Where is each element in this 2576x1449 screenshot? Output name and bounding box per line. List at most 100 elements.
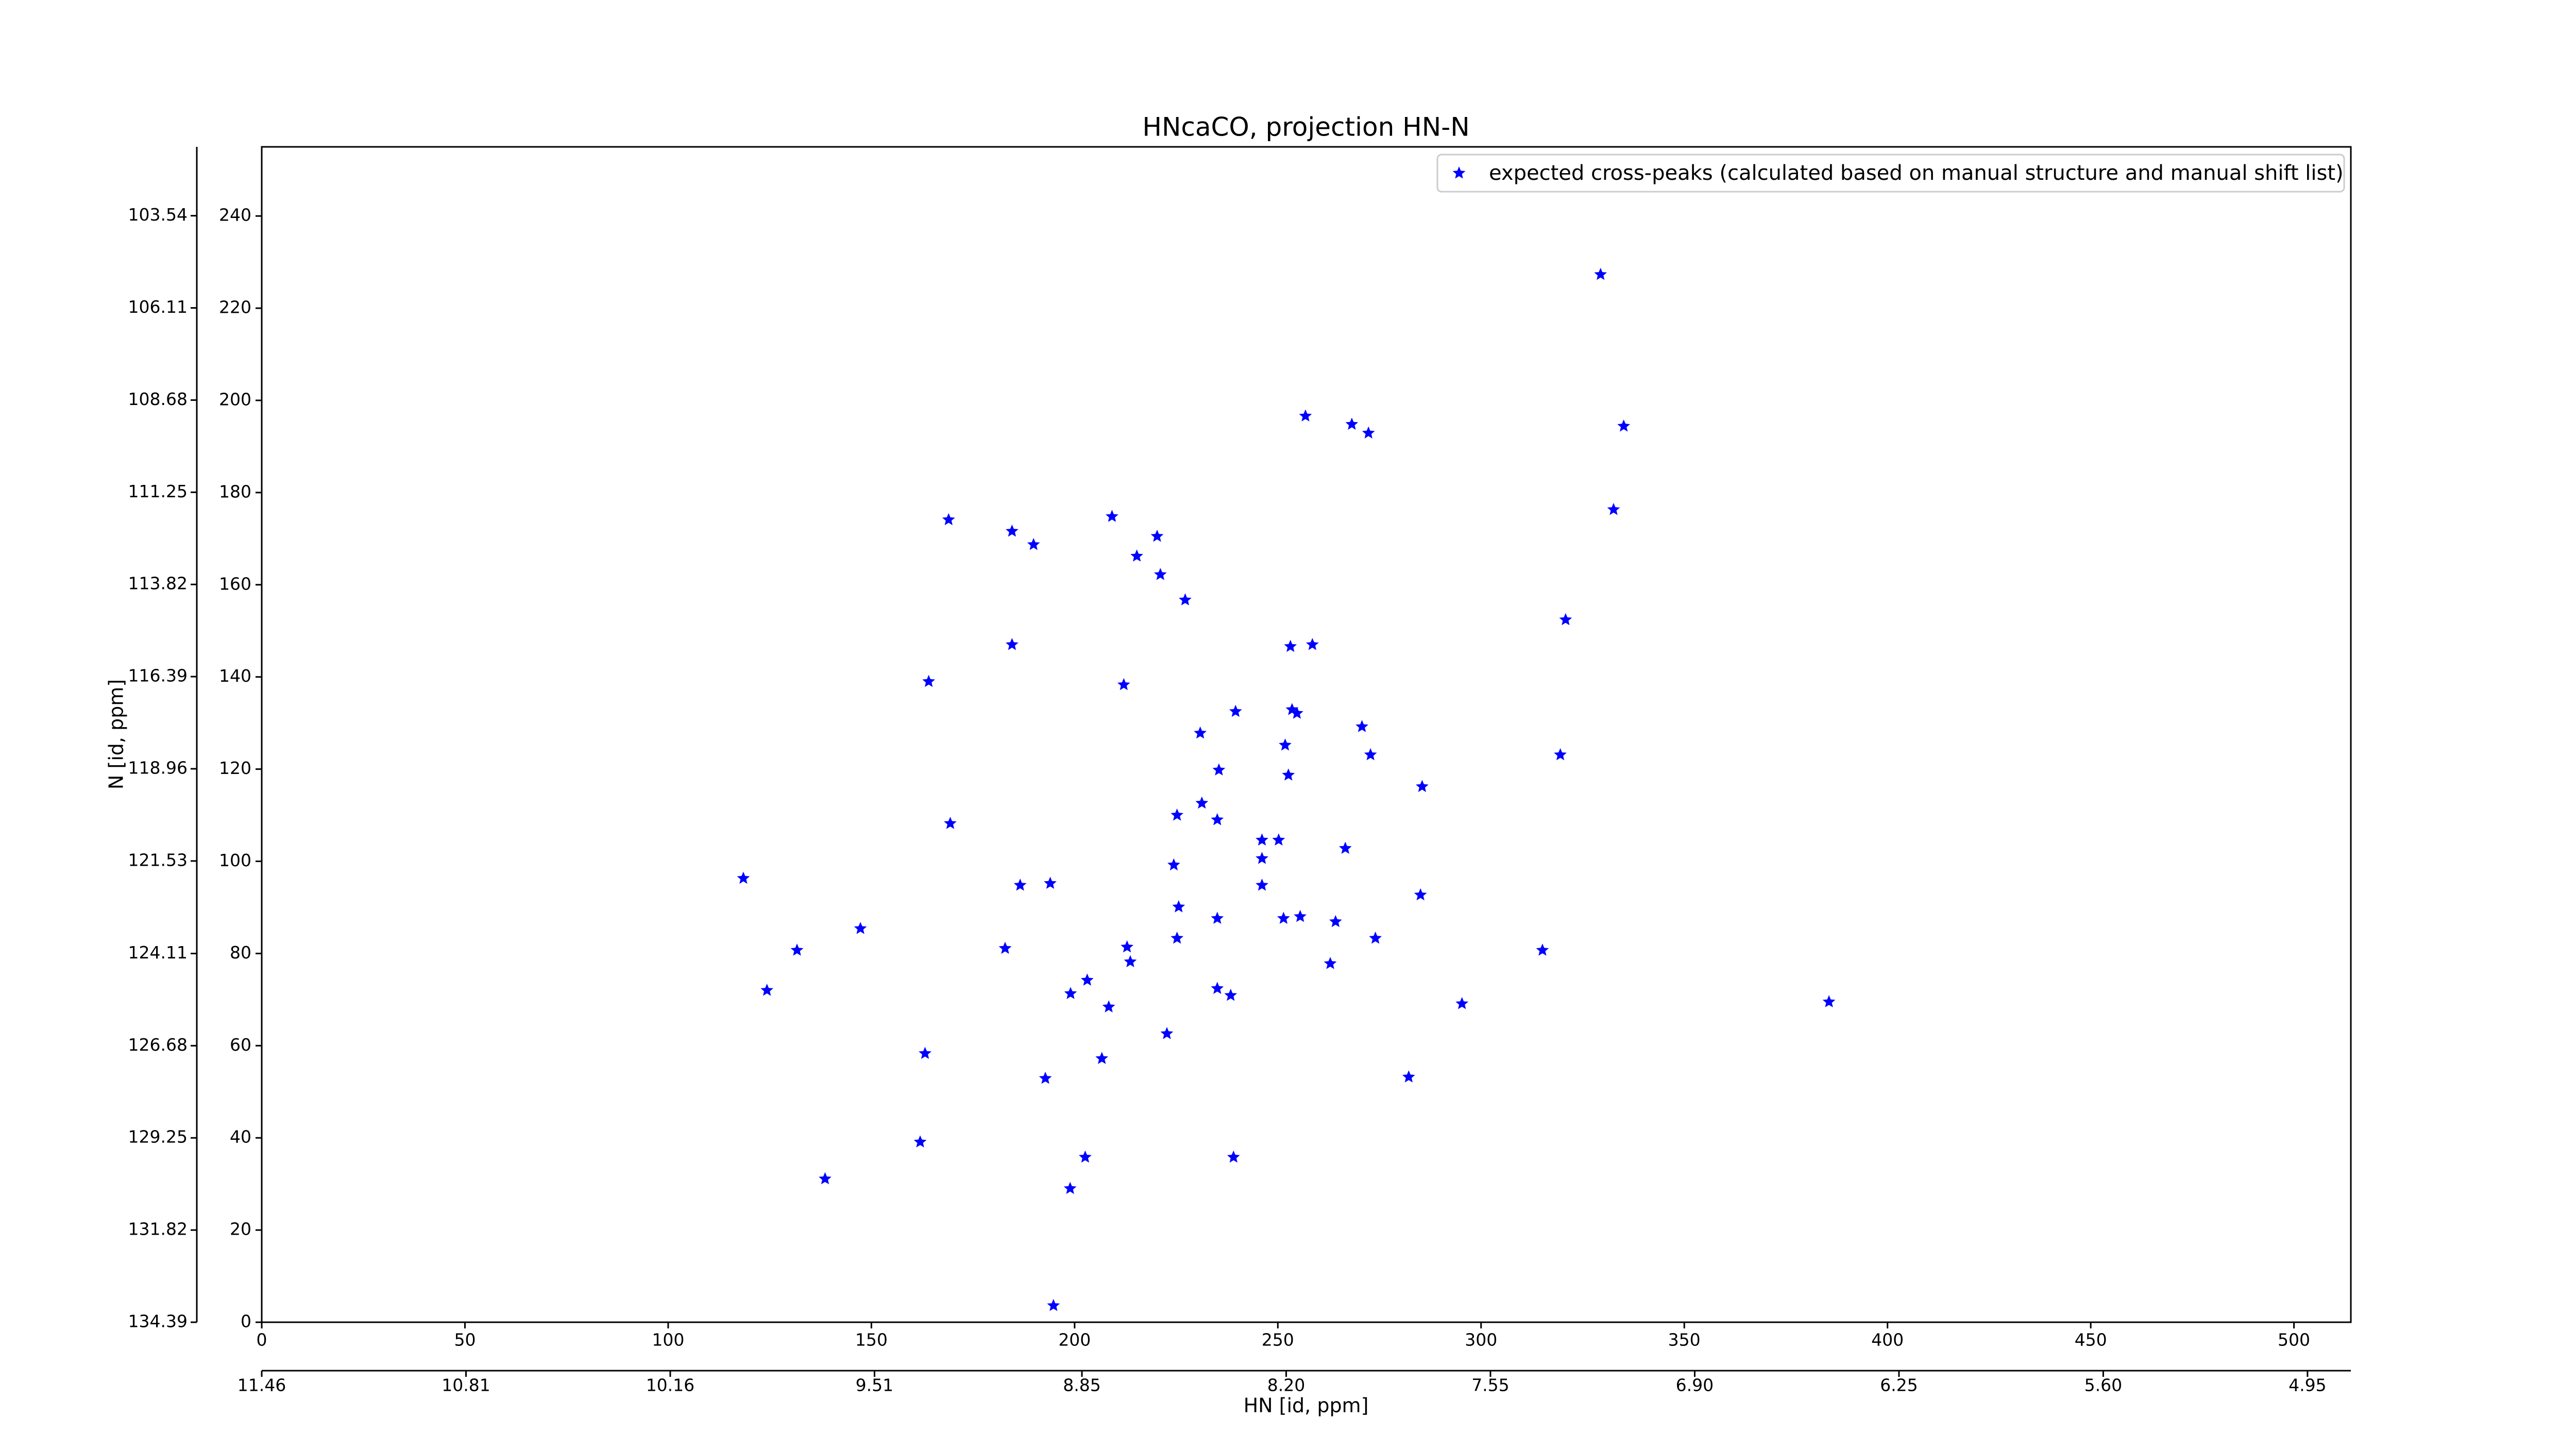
x2-tick-label: 5.60	[2084, 1375, 2122, 1395]
cross-peak-marker	[1121, 940, 1133, 953]
y-tick-label: 80	[230, 942, 251, 963]
x-tick-label: 50	[454, 1330, 476, 1350]
y-tick-label: 0	[241, 1311, 251, 1332]
plot-frame	[261, 146, 2352, 1323]
cross-peak-marker	[1402, 1070, 1415, 1083]
cross-peak-marker	[1324, 957, 1337, 969]
cross-peak-marker	[998, 941, 1012, 954]
legend: expected cross-peaks (calculated based o…	[1436, 154, 2345, 193]
x-tick-label: 300	[1465, 1330, 1497, 1350]
cross-peak-marker	[1416, 780, 1429, 793]
x-tick-label: 500	[2278, 1330, 2310, 1350]
y-tick-label: 20	[230, 1219, 251, 1239]
cross-peak-marker	[1117, 678, 1130, 690]
cross-peak-marker	[1284, 639, 1297, 652]
cross-peak-marker	[1455, 997, 1468, 1009]
y2-tick-label: 108.68	[128, 389, 188, 409]
legend-marker	[1452, 166, 1466, 179]
cross-peak-marker	[1822, 995, 1836, 1007]
cross-peak-marker	[1150, 529, 1164, 542]
cross-peak-marker	[1171, 931, 1183, 944]
y2-tick-label: 118.96	[128, 757, 188, 778]
y2-tick-label: 113.82	[128, 574, 188, 594]
cross-peak-marker	[1299, 409, 1312, 422]
cross-peak-marker	[1064, 987, 1077, 999]
cross-peak-marker	[1044, 877, 1057, 889]
x2-tick-label: 6.90	[1676, 1375, 1714, 1395]
cross-peak-marker	[1124, 955, 1137, 967]
cross-peak-marker	[1079, 1150, 1092, 1163]
cross-peak-marker	[1212, 763, 1226, 776]
cross-peak-marker	[1554, 748, 1567, 761]
cross-peak-marker	[1594, 267, 1607, 280]
x2-tick-label: 8.20	[1267, 1375, 1305, 1395]
x2-tick-label: 11.46	[238, 1375, 286, 1395]
cross-peak-marker	[1414, 888, 1427, 901]
x2-tick-label: 7.55	[1471, 1375, 1509, 1395]
x2-tick-label: 4.95	[2289, 1375, 2326, 1395]
y-tick-label: 240	[219, 205, 251, 225]
cross-peak-marker	[1154, 568, 1167, 580]
x-tick-label: 0	[257, 1330, 267, 1350]
cross-peak-marker	[1277, 912, 1290, 924]
y-tick-label: 60	[230, 1035, 251, 1055]
cross-peak-marker	[1345, 417, 1359, 430]
x-axis-label: HN [id, ppm]	[1244, 1394, 1369, 1417]
y2-tick-label: 103.54	[128, 205, 188, 225]
y2-tick-label: 129.25	[128, 1127, 188, 1147]
cross-peak-marker	[1095, 1052, 1108, 1064]
cross-peak-marker	[854, 922, 867, 934]
cross-peak-marker	[1006, 638, 1019, 650]
cross-peak-marker	[1172, 900, 1185, 913]
x-tick-label: 350	[1668, 1330, 1701, 1350]
cross-peak-marker	[944, 817, 957, 829]
x-tick-label: 150	[855, 1330, 888, 1350]
cross-peak-marker	[1294, 909, 1307, 922]
cross-peak-marker	[1329, 915, 1342, 928]
cross-peak-marker	[1211, 982, 1224, 994]
cross-peak-marker	[1039, 1071, 1052, 1084]
cross-peak-marker	[1227, 1150, 1240, 1163]
legend-label: expected cross-peaks (calculated based o…	[1489, 161, 2344, 185]
cross-peak-marker	[1130, 549, 1143, 562]
cross-peak-marker	[1256, 833, 1268, 846]
y2-tick-label: 131.82	[128, 1219, 188, 1239]
x2-tick-label: 6.25	[1880, 1375, 1918, 1395]
x-tick-label: 400	[1871, 1330, 1904, 1350]
cross-peak-marker	[1006, 525, 1019, 537]
x-tick-label: 250	[1262, 1330, 1294, 1350]
cross-peak-marker	[1194, 726, 1207, 739]
cross-peak-marker	[737, 871, 750, 884]
cross-peak-marker	[922, 675, 935, 687]
y2-tick-label: 124.11	[128, 942, 188, 963]
cross-peak-marker	[1291, 706, 1303, 719]
cross-peak-marker	[1102, 1000, 1115, 1013]
cross-peak-marker	[1160, 1027, 1174, 1039]
y-tick-label: 180	[219, 481, 251, 501]
cross-peak-marker	[1617, 419, 1630, 432]
x2-tick-label: 8.85	[1063, 1375, 1100, 1395]
y-tick-label: 40	[230, 1127, 251, 1147]
cross-peak-marker	[1167, 858, 1180, 871]
cross-peak-marker	[1229, 704, 1242, 717]
cross-peak-marker	[1279, 738, 1292, 751]
cross-peak-marker	[919, 1047, 931, 1059]
cross-peak-marker	[1080, 973, 1094, 986]
cross-peak-marker	[760, 984, 773, 996]
y2-tick-label: 116.39	[128, 666, 188, 686]
cross-peak-marker	[1364, 748, 1377, 761]
y-tick-label: 200	[219, 389, 251, 409]
x2-tick-label: 10.16	[646, 1375, 694, 1395]
y-tick-label: 220	[219, 297, 251, 317]
legend-box	[1436, 154, 2345, 193]
y-axis-label: N [id, ppm]	[105, 679, 128, 789]
cross-peak-marker	[1306, 638, 1319, 650]
x-tick-label: 200	[1058, 1330, 1091, 1350]
y2-tick-label: 134.39	[128, 1311, 188, 1332]
chart-title: HNcaCO, projection HN-N	[1142, 112, 1469, 142]
cross-peak-marker	[1047, 1299, 1060, 1311]
cross-peak-marker	[1211, 813, 1224, 825]
cross-peak-marker	[1256, 879, 1268, 891]
